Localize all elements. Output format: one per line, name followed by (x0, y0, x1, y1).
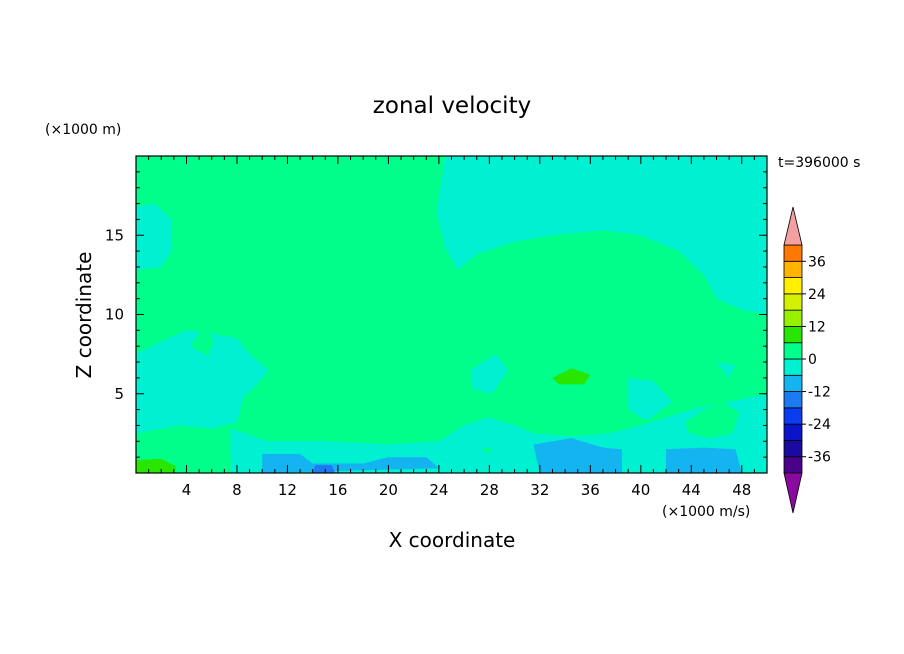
colorbar-swatch (783, 423, 803, 441)
colorbar-swatch (783, 277, 803, 295)
colorbar-label: 0 (808, 352, 817, 368)
colorbar-swatch (783, 342, 803, 360)
contour-region-15 (533, 314, 597, 350)
colorbar-under-arrow (783, 472, 803, 514)
x-unit-label: (×1000 m/s) (662, 504, 750, 520)
colorbar-swatch (783, 456, 803, 474)
colorbar-swatch (783, 293, 803, 311)
time-label: t=396000 s (778, 155, 860, 171)
x-tick-label: 48 (732, 481, 751, 499)
colorbar-label: -36 (808, 450, 831, 466)
x-tick-label: 32 (530, 481, 549, 499)
y-tick-label: 10 (105, 306, 124, 324)
colorbar-swatch (783, 440, 803, 458)
contour-region-17 (685, 401, 740, 439)
contour-region-14 (190, 325, 215, 356)
contour-region-2 (136, 203, 172, 271)
x-tick-label: 44 (682, 481, 701, 499)
colorbar-label: -12 (808, 385, 831, 401)
contour-region-21 (552, 368, 591, 385)
chart-title: zonal velocity (373, 93, 531, 119)
x-tick-label: 8 (232, 481, 242, 499)
colorbar-swatch (783, 260, 803, 278)
x-tick-label: 12 (278, 481, 297, 499)
colorbar-swatch (783, 391, 803, 409)
colorbar-swatch (783, 374, 803, 392)
x-axis-title: X coordinate (389, 528, 516, 552)
colorbar-over-arrow (783, 206, 803, 246)
contour-region-9 (533, 438, 622, 473)
contour-region-5 (470, 354, 509, 394)
contour-region-4 (230, 393, 768, 473)
x-tick-label: 28 (480, 481, 499, 499)
contour-region-8 (262, 454, 439, 473)
contour-region-1 (436, 156, 767, 315)
y-axis-title: Z coordinate (72, 252, 96, 379)
x-axis: 4 8 12 16 20 24 28 32 36 40 44 48 (148, 156, 755, 499)
contour-region-20 (480, 447, 492, 454)
colorbar-label: 24 (808, 287, 826, 303)
colorbar-swatch (783, 407, 803, 425)
contour-region-6 (628, 377, 673, 421)
colorbar-swatch (783, 309, 803, 327)
x-tick-label: 24 (429, 481, 448, 499)
contour-field (136, 156, 768, 473)
x-tick-label: 4 (182, 481, 192, 499)
y-tick-label: 5 (114, 385, 124, 403)
contour-region-22 (136, 458, 177, 473)
contour-region-13 (274, 322, 326, 367)
x-tick-label: 40 (631, 481, 650, 499)
colorbar-swatch (783, 244, 803, 262)
y-axis: 5 10 15 (105, 171, 767, 458)
colorbar-swatch (783, 358, 803, 376)
colorbar: -36 -24 -12 0 12 24 36 (783, 206, 831, 514)
x-tick-label: 36 (581, 481, 600, 499)
contour-region-7 (716, 362, 736, 378)
contour-region-11 (312, 465, 336, 473)
contour-region-10 (666, 447, 742, 473)
y-tick-label: 15 (105, 226, 124, 244)
y-unit-label: (×1000 m) (45, 122, 121, 138)
colorbar-swatch (783, 326, 803, 344)
x-tick-label: 16 (328, 481, 347, 499)
colorbar-label: 36 (808, 254, 826, 270)
colorbar-label: 12 (808, 319, 826, 335)
contour-region-3 (136, 330, 269, 434)
colorbar-label: -24 (808, 417, 831, 433)
contour-region-19 (432, 374, 446, 386)
contour-region-12 (237, 156, 395, 323)
x-tick-label: 20 (379, 481, 398, 499)
